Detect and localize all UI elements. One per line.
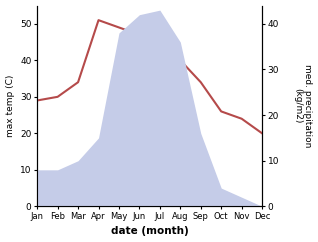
Y-axis label: med. precipitation
(kg/m2): med. precipitation (kg/m2) bbox=[293, 64, 313, 148]
Y-axis label: max temp (C): max temp (C) bbox=[5, 75, 15, 137]
X-axis label: date (month): date (month) bbox=[111, 227, 189, 236]
